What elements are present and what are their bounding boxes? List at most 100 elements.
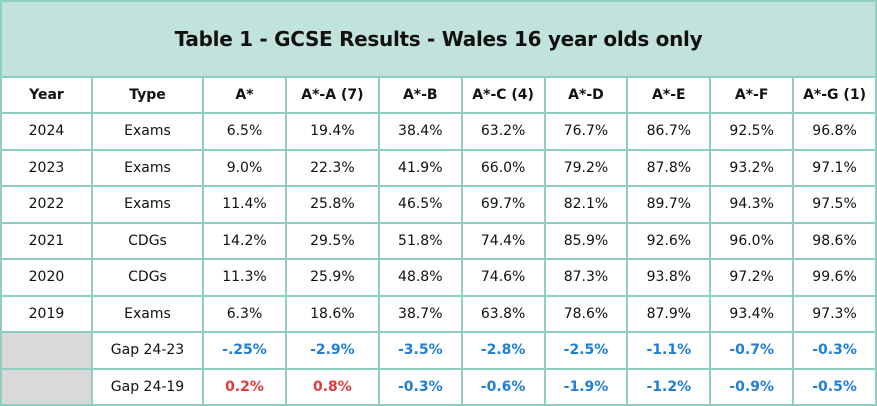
gap-value-cell: -.25% [204,333,285,368]
percent-cell: 38.4% [379,114,461,149]
type-cell: Exams [92,114,203,149]
percent-cell: 38.7% [379,296,461,331]
percent-cell: 93.2% [711,150,793,185]
percent-cell: 11.3% [204,260,285,295]
gap-value-cell: -0.3% [379,369,461,404]
gap-value-cell: -1.9% [545,369,627,404]
percent-cell: 93.4% [711,296,793,331]
gap-label: Gap 24-23 [92,333,203,368]
table-row: 2019 Exams 6.3% 18.6% 38.7% 63.8% 78.6% 87.9% 93… [2,296,875,331]
percent-cell: 19.4% [286,114,378,149]
type-cell: CDGs [92,223,203,258]
gap-value-cell: -0.7% [711,333,793,368]
percent-cell: 82.1% [545,187,627,222]
table-title: Table 1 - GCSE Results - Wales 16 year o… [2,2,875,76]
table-row: 2024 Exams 6.5% 19.4% 38.4% 63.2% 76.7% 86.7% 92… [2,114,875,149]
gap-row: Gap 24-23 -.25% -2.9% -3.5% -2.8% -2.5% -1.1% -… [2,333,875,368]
gap-value-cell: -2.5% [545,333,627,368]
percent-cell: 66.0% [462,150,544,185]
percent-cell: 97.3% [794,296,875,331]
gap-value-cell: -0.5% [794,369,875,404]
percent-cell: 25.9% [286,260,378,295]
percent-cell: 25.8% [286,187,378,222]
gap-value-cell: 0.2% [204,369,285,404]
gap-value-cell: -0.3% [794,333,875,368]
year-cell: 2024 [2,114,91,149]
percent-cell: 41.9% [379,150,461,185]
type-cell: Exams [92,187,203,222]
header-row: Year Type A* A*-A (7) A*-B A*-C (4) A*-D… [2,78,875,112]
header-a-star-e: A*-E [628,78,710,112]
percent-cell: 93.8% [628,260,710,295]
header-year: Year [2,78,91,112]
percent-cell: 22.3% [286,150,378,185]
percent-cell: 99.6% [794,260,875,295]
header-a-star-g: A*-G (1) [794,78,875,112]
percent-cell: 74.4% [462,223,544,258]
percent-cell: 78.6% [545,296,627,331]
percent-cell: 6.3% [204,296,285,331]
percent-cell: 74.6% [462,260,544,295]
header-a-star-a: A*-A (7) [286,78,378,112]
percent-cell: 46.5% [379,187,461,222]
year-cell: 2019 [2,296,91,331]
table-row: 2023 Exams 9.0% 22.3% 41.9% 66.0% 79.2% 87.8% 93… [2,150,875,185]
gap-value-cell: -2.8% [462,333,544,368]
percent-cell: 76.7% [545,114,627,149]
percent-cell: 97.2% [711,260,793,295]
percent-cell: 97.1% [794,150,875,185]
percent-cell: 86.7% [628,114,710,149]
results-table: Year Type A* A*-A (7) A*-B A*-C (4) A*-D… [0,76,877,406]
year-cell: 2022 [2,187,91,222]
percent-cell: 94.3% [711,187,793,222]
percent-cell: 14.2% [204,223,285,258]
gap-value-cell: -0.9% [711,369,793,404]
percent-cell: 87.9% [628,296,710,331]
percent-cell: 48.8% [379,260,461,295]
year-cell: 2023 [2,150,91,185]
percent-cell: 11.4% [204,187,285,222]
table-row: 2021 CDGs 14.2% 29.5% 51.8% 74.4% 85.9% 92.6% 96… [2,223,875,258]
percent-cell: 98.6% [794,223,875,258]
table-row: 2020 CDGs 11.3% 25.9% 48.8% 74.6% 87.3% 93.8% 97… [2,260,875,295]
percent-cell: 51.8% [379,223,461,258]
header-a-star-f: A*-F [711,78,793,112]
gap-value-cell: -1.2% [628,369,710,404]
percent-cell: 92.5% [711,114,793,149]
percent-cell: 69.7% [462,187,544,222]
blank-cell [2,333,91,368]
percent-cell: 9.0% [204,150,285,185]
percent-cell: 29.5% [286,223,378,258]
header-a-star: A* [204,78,285,112]
header-a-star-c: A*-C (4) [462,78,544,112]
type-cell: Exams [92,150,203,185]
gap-value-cell: 0.8% [286,369,378,404]
percent-cell: 63.2% [462,114,544,149]
percent-cell: 92.6% [628,223,710,258]
type-cell: CDGs [92,260,203,295]
percent-cell: 18.6% [286,296,378,331]
type-cell: Exams [92,296,203,331]
gap-value-cell: -0.6% [462,369,544,404]
percent-cell: 96.8% [794,114,875,149]
gap-value-cell: -3.5% [379,333,461,368]
percent-cell: 96.0% [711,223,793,258]
percent-cell: 79.2% [545,150,627,185]
percent-cell: 87.8% [628,150,710,185]
header-type: Type [92,78,203,112]
blank-cell [2,369,91,404]
gap-label: Gap 24-19 [92,369,203,404]
header-a-star-b: A*-B [379,78,461,112]
percent-cell: 63.8% [462,296,544,331]
year-cell: 2021 [2,223,91,258]
year-cell: 2020 [2,260,91,295]
percent-cell: 89.7% [628,187,710,222]
table-row: 2022 Exams 11.4% 25.8% 46.5% 69.7% 82.1% 89.7% 9… [2,187,875,222]
percent-cell: 85.9% [545,223,627,258]
gap-value-cell: -1.1% [628,333,710,368]
percent-cell: 87.3% [545,260,627,295]
header-a-star-d: A*-D [545,78,627,112]
gap-row: Gap 24-19 0.2% 0.8% -0.3% -0.6% -1.9% -1.2% -0.… [2,369,875,404]
percent-cell: 6.5% [204,114,285,149]
